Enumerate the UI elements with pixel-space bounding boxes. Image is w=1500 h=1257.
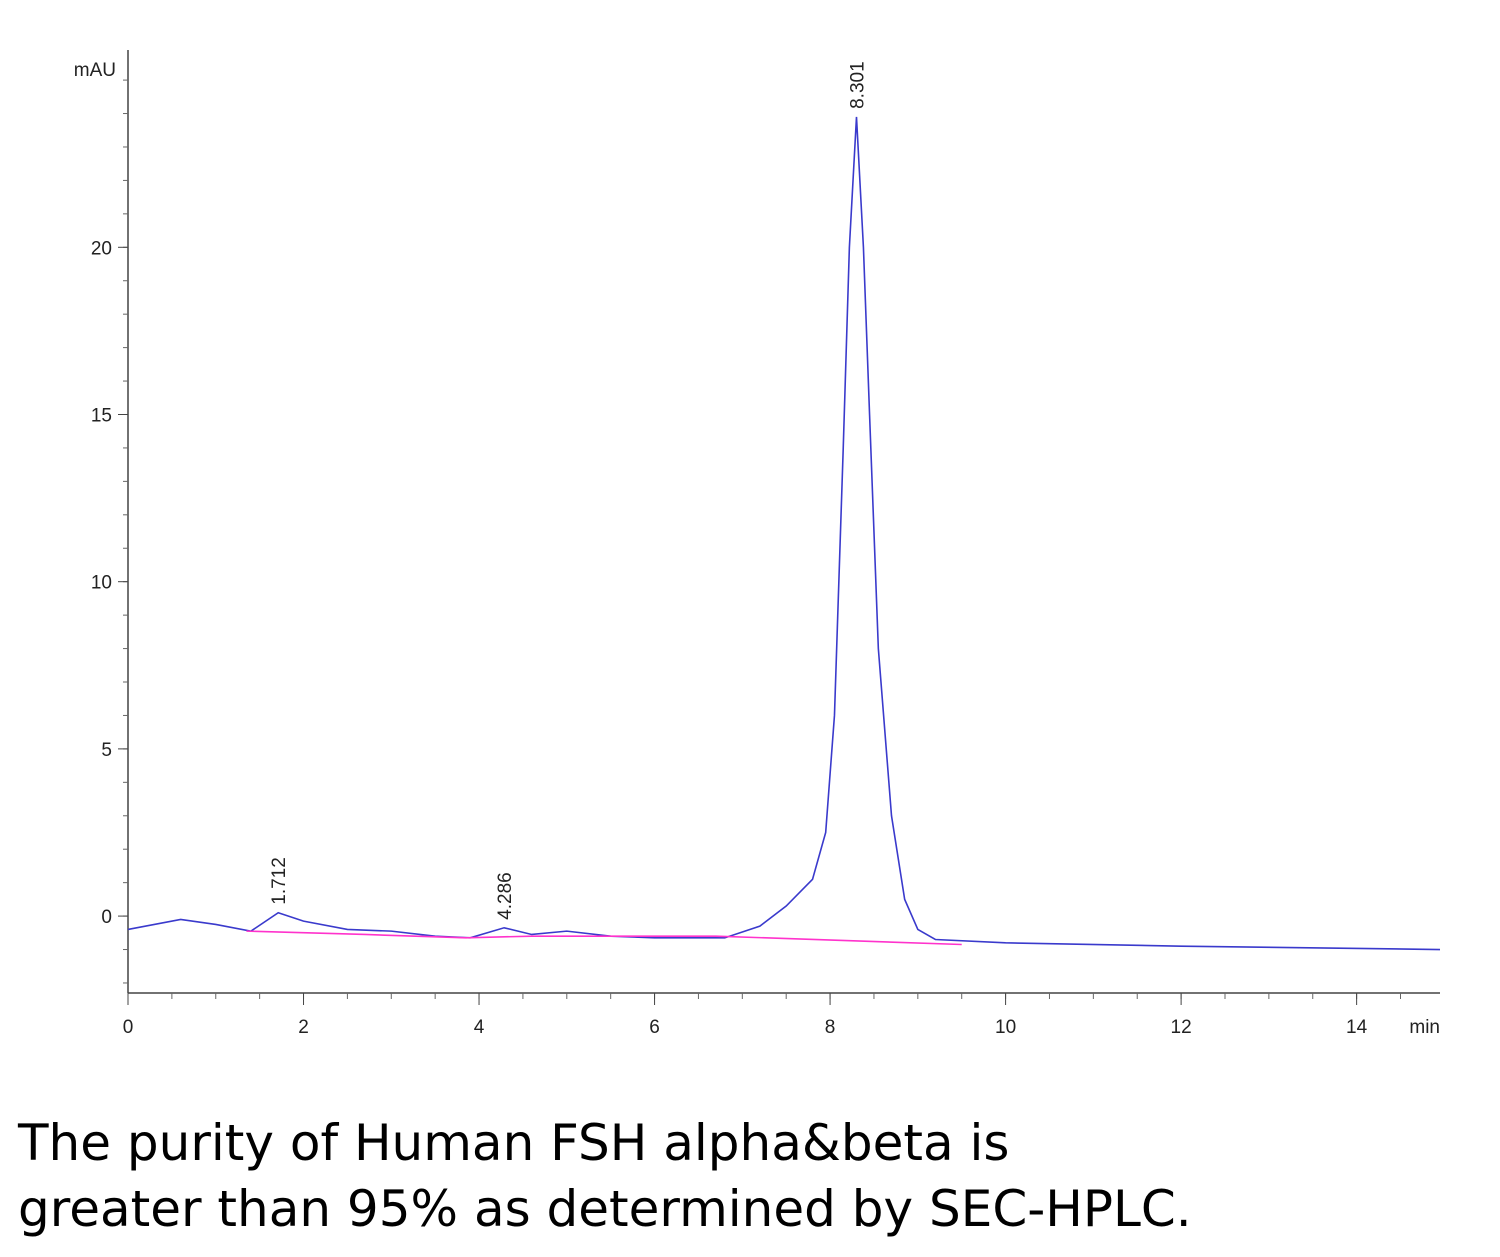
y-tick-label: 15	[91, 405, 112, 426]
peak-label: 8.301	[847, 61, 868, 109]
caption-line: greater than 95% as determined by SEC-HP…	[18, 1180, 1192, 1238]
caption-line: The purity of Human FSH alpha&beta is	[17, 1114, 1009, 1172]
y-axis-label: mAU	[74, 60, 116, 81]
x-tick-label: 4	[474, 1017, 485, 1038]
x-tick-label: 10	[995, 1017, 1016, 1038]
x-tick-label: 14	[1346, 1017, 1368, 1038]
x-tick-label: 2	[298, 1017, 309, 1038]
peak-label: 1.712	[269, 857, 290, 905]
y-tick-label: 10	[91, 573, 112, 594]
x-tick-label: 0	[123, 1017, 134, 1038]
x-tick-label: 8	[825, 1017, 836, 1038]
x-tick-label: 12	[1171, 1017, 1192, 1038]
peak-label: 4.286	[495, 872, 516, 920]
x-axis-label: min	[1409, 1017, 1440, 1038]
trace-line	[127, 116, 1441, 951]
y-tick-label: 5	[101, 740, 112, 761]
y-tick-label: 0	[101, 907, 112, 928]
y-tick-label: 20	[91, 238, 112, 259]
trace-line	[246, 930, 962, 946]
x-tick-label: 6	[649, 1017, 660, 1038]
